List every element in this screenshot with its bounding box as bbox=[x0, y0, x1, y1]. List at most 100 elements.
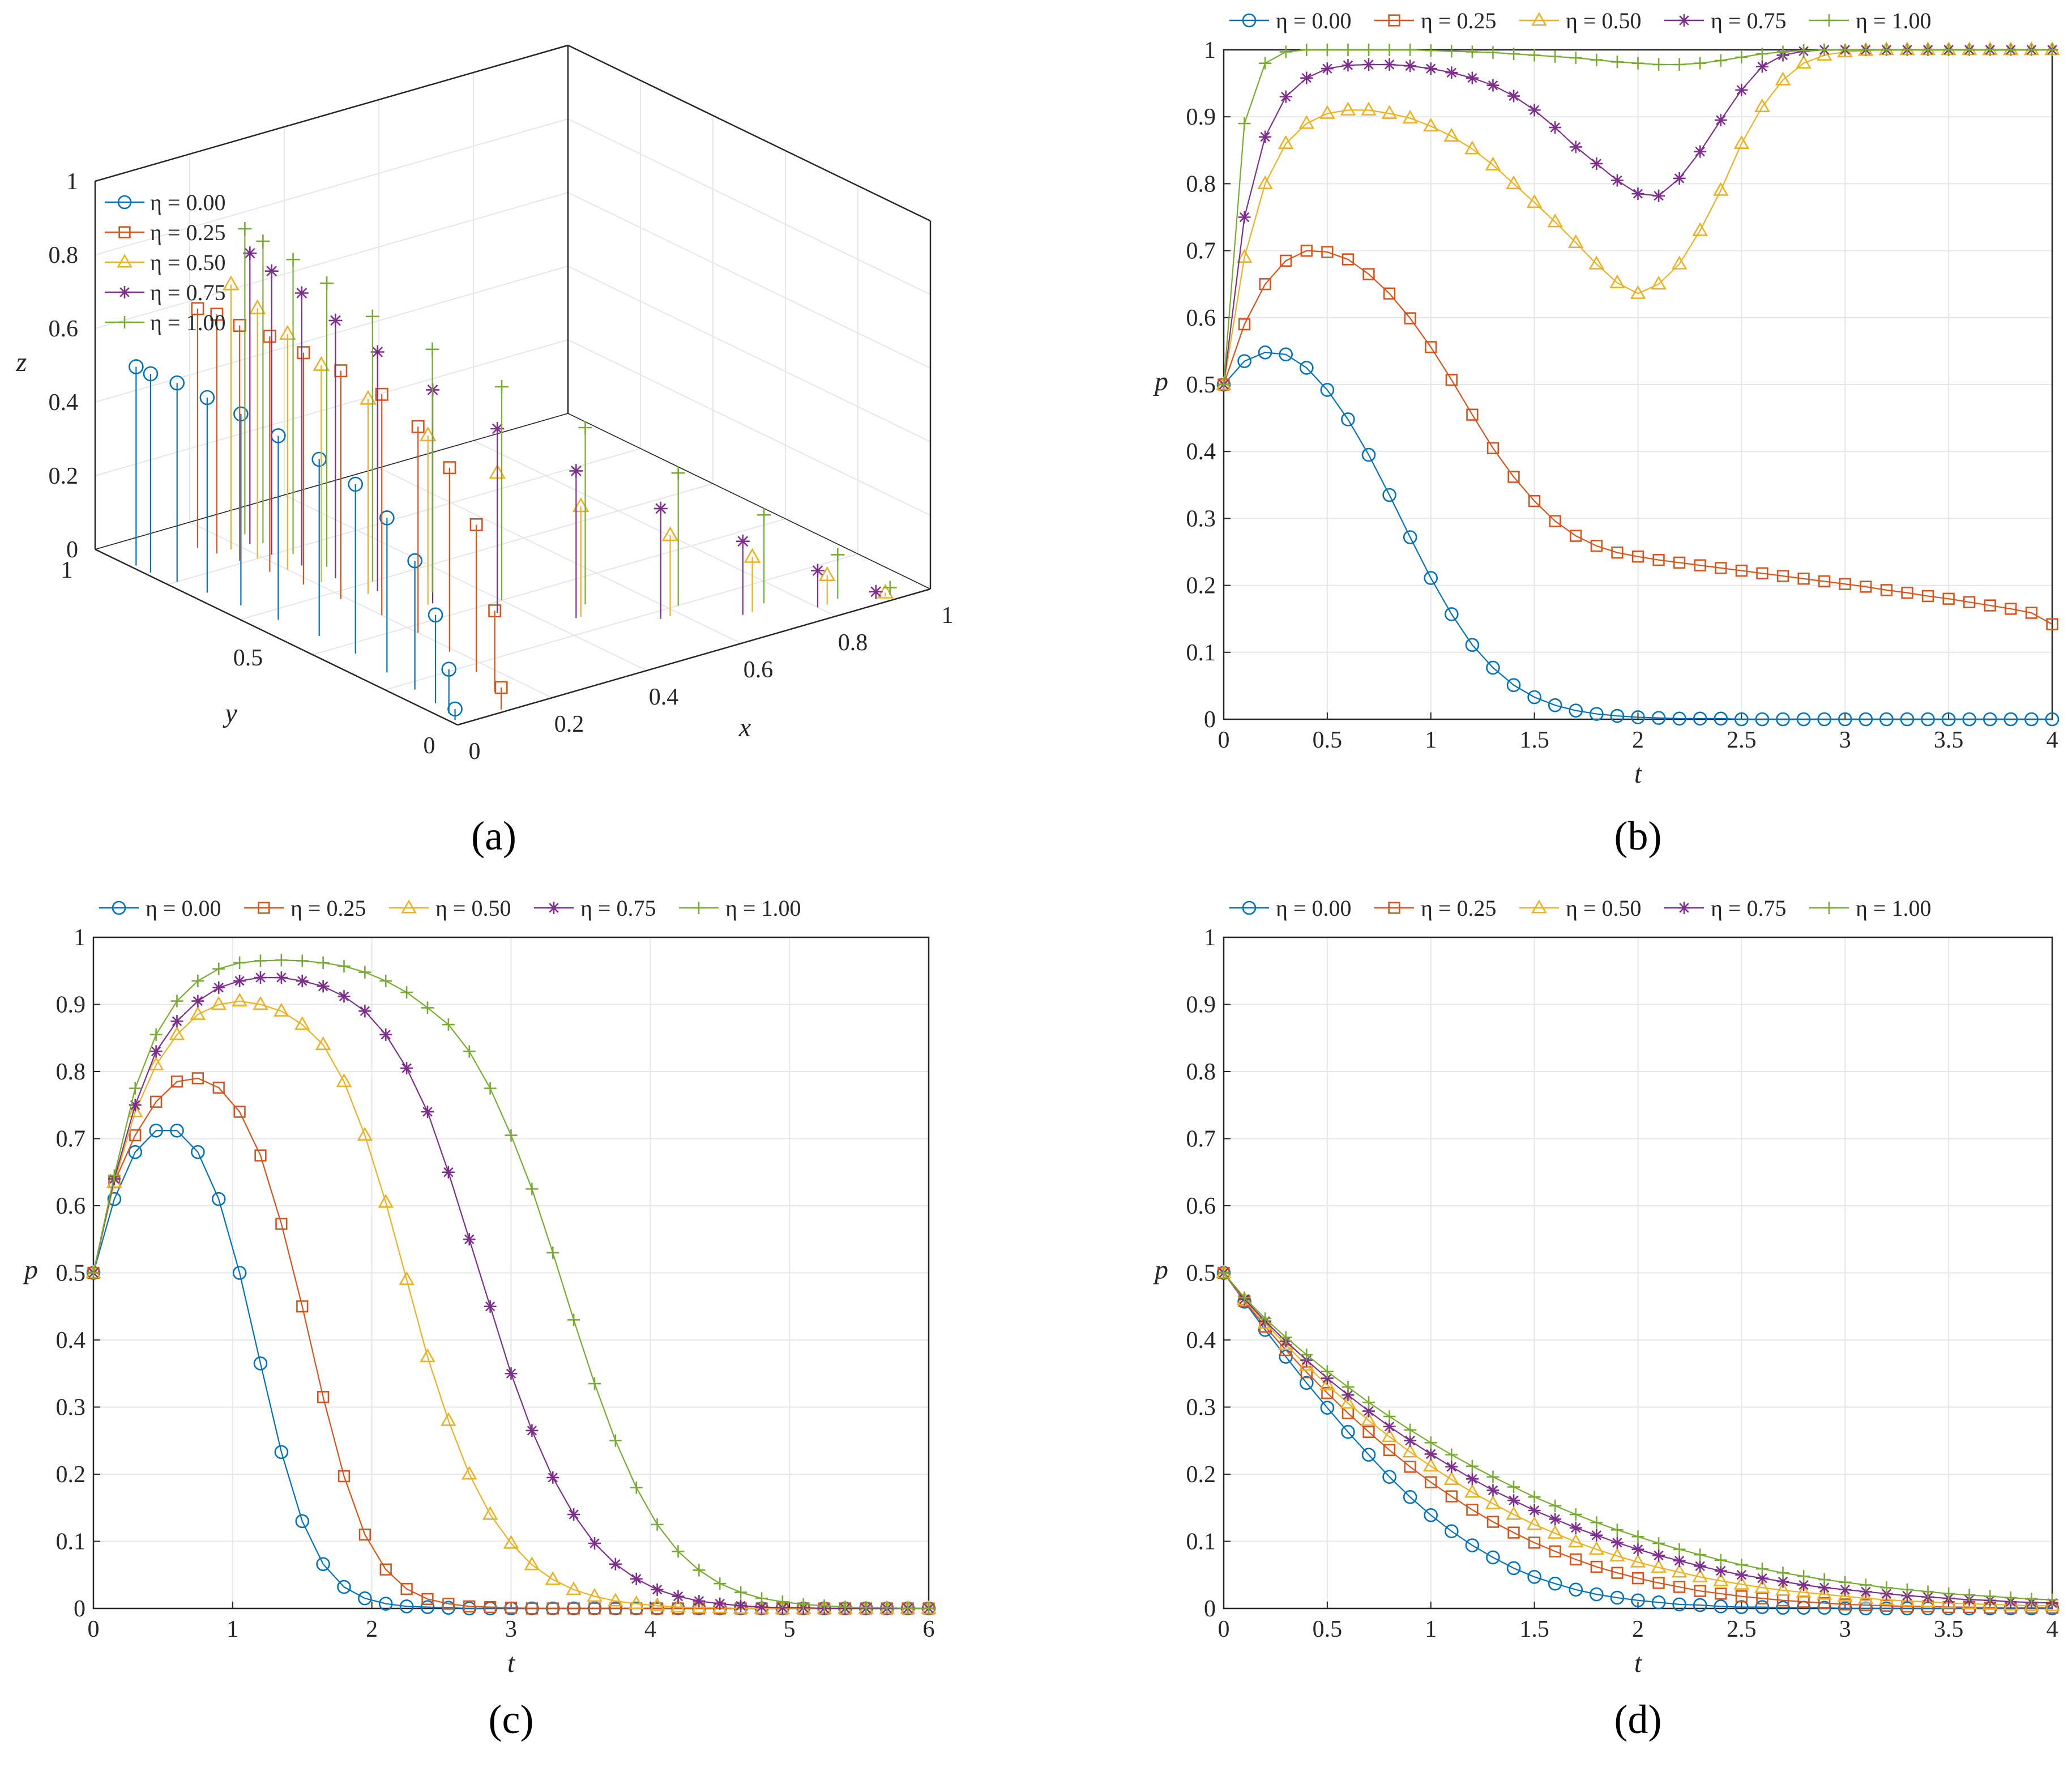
marker-triangle bbox=[661, 526, 679, 541]
legend: η = 0.00 η = 0.25 η = 0.50 η = 0.75 η = 1.00 bbox=[99, 895, 801, 921]
marker-plus bbox=[1818, 44, 1831, 56]
marker-star bbox=[264, 264, 279, 278]
marker-plus bbox=[320, 276, 334, 291]
marker-square bbox=[118, 226, 131, 238]
marker-plus bbox=[1321, 44, 1334, 56]
marker-plus bbox=[1279, 1331, 1292, 1344]
marker-star bbox=[1735, 83, 1748, 96]
y-axis-line bbox=[95, 548, 458, 726]
legend-item: η = 0.50 bbox=[1519, 895, 1641, 921]
marker-circle bbox=[233, 406, 249, 422]
marker-plus bbox=[275, 954, 288, 967]
marker-square bbox=[411, 420, 425, 433]
marker-plus bbox=[818, 1599, 831, 1612]
marker-star bbox=[869, 584, 883, 599]
marker-star bbox=[1507, 1494, 1520, 1507]
marker-square bbox=[275, 1218, 288, 1230]
legend-item: η = 0.75 bbox=[1664, 8, 1786, 33]
marker-plus bbox=[1921, 44, 1934, 56]
marker-plus bbox=[118, 316, 131, 328]
y-tick-label: 0.3 bbox=[1186, 1395, 1216, 1421]
marker-triangle bbox=[1485, 156, 1501, 170]
marker-triangle bbox=[572, 497, 589, 513]
marker-triangle bbox=[1464, 140, 1480, 155]
x-tick-label: 2.5 bbox=[1727, 727, 1757, 753]
marker-triangle bbox=[649, 1597, 665, 1611]
marker-triangle bbox=[1443, 127, 1460, 142]
marker-square bbox=[442, 1598, 455, 1610]
marker-circle bbox=[1693, 711, 1707, 726]
marker-triangle bbox=[190, 1006, 206, 1020]
marker-square bbox=[1549, 515, 1561, 527]
marker-star bbox=[1466, 1472, 1479, 1486]
marker-star bbox=[1362, 58, 1375, 71]
marker-triangle bbox=[818, 566, 836, 581]
x-tick-label: 0 bbox=[1218, 1616, 1230, 1642]
marker-star bbox=[421, 1106, 434, 1119]
marker-plus bbox=[1217, 1266, 1230, 1279]
marker-plus bbox=[1259, 1312, 1272, 1325]
y-tick-label: 0.2 bbox=[56, 1462, 86, 1488]
marker-square bbox=[233, 1106, 246, 1118]
y-tick-label: 1 bbox=[74, 925, 86, 951]
marker-plus bbox=[1652, 1537, 1665, 1550]
marker-triangle bbox=[441, 1412, 456, 1426]
marker-triangle bbox=[1236, 249, 1253, 263]
marker-square bbox=[1860, 581, 1872, 593]
y-tick-label: 0.1 bbox=[1186, 1529, 1216, 1555]
marker-circle bbox=[358, 1591, 372, 1606]
marker-star bbox=[317, 980, 330, 993]
marker-circle bbox=[1714, 711, 1728, 726]
marker-triangle bbox=[503, 1535, 519, 1549]
marker-plus bbox=[1942, 1587, 1955, 1600]
marker-square bbox=[1756, 1592, 1768, 1604]
marker-star bbox=[484, 1300, 497, 1313]
marker-triangle bbox=[1671, 1564, 1687, 1578]
marker-circle bbox=[337, 1580, 351, 1594]
marker-square bbox=[1528, 495, 1541, 507]
marker-plus bbox=[714, 1577, 727, 1590]
marker-triangle bbox=[211, 996, 227, 1010]
marker-plus bbox=[1590, 1516, 1603, 1529]
legend-label: η = 0.75 bbox=[1711, 895, 1786, 921]
marker-plus bbox=[693, 902, 705, 914]
x-tick-label: 4 bbox=[2047, 727, 2058, 753]
marker-square bbox=[1735, 564, 1748, 577]
marker-triangle bbox=[1531, 12, 1547, 26]
marker-plus bbox=[1528, 49, 1541, 62]
marker-plus bbox=[1984, 44, 1997, 56]
y-tick-label: 0.1 bbox=[56, 1529, 86, 1555]
marker-circle bbox=[407, 553, 422, 569]
marker-plus bbox=[1569, 52, 1582, 65]
marker-triangle bbox=[1858, 1590, 1874, 1604]
marker-plus bbox=[1528, 1491, 1541, 1504]
marker-square bbox=[375, 387, 388, 401]
marker-star bbox=[1300, 71, 1313, 84]
marker-star bbox=[609, 1557, 622, 1570]
marker-triangle bbox=[401, 899, 417, 914]
marker-plus bbox=[425, 342, 439, 356]
marker-circle bbox=[1838, 1601, 1852, 1616]
marker-triangle bbox=[1361, 1412, 1377, 1426]
marker-triangle bbox=[1506, 175, 1522, 189]
floor-gridline-x bbox=[189, 522, 553, 698]
marker-star bbox=[212, 981, 225, 994]
marker-triangle bbox=[1609, 274, 1625, 288]
marker-square bbox=[469, 518, 483, 531]
marker-square bbox=[1860, 1599, 1872, 1611]
legend-item: η = 0.75 bbox=[534, 895, 656, 921]
marker-star bbox=[1321, 1372, 1334, 1385]
marker-triangle bbox=[294, 1016, 310, 1030]
top-edge-x bbox=[95, 44, 569, 182]
marker-plus bbox=[1342, 1380, 1355, 1393]
wall-gridline-z bbox=[95, 118, 569, 255]
marker-star bbox=[370, 345, 385, 359]
legend-label: η = 0.25 bbox=[150, 220, 225, 245]
marker-plus bbox=[337, 959, 351, 972]
marker-square bbox=[1631, 550, 1644, 563]
x-axis-label: x bbox=[738, 712, 751, 742]
marker-triangle bbox=[1485, 1495, 1501, 1509]
marker-circle bbox=[1320, 1401, 1335, 1415]
marker-triangle bbox=[127, 1103, 143, 1117]
marker-circle bbox=[1527, 690, 1541, 705]
